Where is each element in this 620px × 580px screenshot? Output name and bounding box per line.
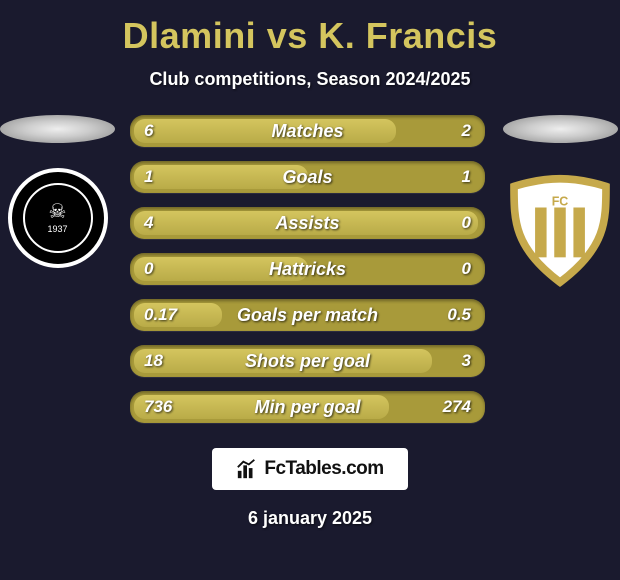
stat-label: Hattricks [194, 259, 421, 280]
stat-left-value: 4 [144, 213, 194, 233]
stat-right-value: 3 [421, 351, 471, 371]
stat-row: 1Goals1 [130, 161, 485, 193]
right-column: FC [500, 115, 620, 288]
stat-row: 6Matches2 [130, 115, 485, 147]
stat-left-value: 6 [144, 121, 194, 141]
stat-right-value: 0.5 [421, 305, 471, 325]
stat-row: 18Shots per goal3 [130, 345, 485, 377]
stat-row: 0Hattricks0 [130, 253, 485, 285]
svg-text:FC: FC [552, 195, 569, 209]
player-silhouette-left [0, 115, 115, 143]
footer-date: 6 january 2025 [248, 508, 372, 529]
stat-label: Matches [194, 121, 421, 142]
stat-left-value: 18 [144, 351, 194, 371]
shield-icon: FC [500, 173, 620, 288]
left-club-badge: ☠ 1937 [8, 168, 108, 268]
brand-box[interactable]: FcTables.com [212, 448, 407, 490]
stat-right-value: 0 [421, 213, 471, 233]
brand-label: FcTables.com [264, 458, 383, 480]
stat-row: 736Min per goal274 [130, 391, 485, 423]
bar-chart-icon [236, 458, 258, 480]
player-silhouette-right [503, 115, 618, 143]
page-title: Dlamini vs K. Francis [123, 15, 498, 57]
stat-label: Assists [194, 213, 421, 234]
player-right-name: K. Francis [318, 15, 497, 56]
stat-left-value: 1 [144, 167, 194, 187]
left-club-badge-inner: ☠ 1937 [23, 183, 93, 253]
subtitle: Club competitions, Season 2024/2025 [149, 69, 470, 90]
stat-right-value: 0 [421, 259, 471, 279]
left-column: ☠ 1937 [0, 115, 115, 268]
stats-column: 6Matches21Goals14Assists00Hattricks00.17… [130, 115, 485, 423]
main-row: ☠ 1937 6Matches21Goals14Assists00Hattric… [0, 115, 620, 423]
stat-label: Goals [194, 167, 421, 188]
vs-label: vs [267, 15, 308, 56]
stat-row: 0.17Goals per match0.5 [130, 299, 485, 331]
stat-row: 4Assists0 [130, 207, 485, 239]
stat-left-value: 736 [144, 397, 194, 417]
stat-left-value: 0.17 [144, 305, 194, 325]
player-left-name: Dlamini [123, 15, 257, 56]
stat-left-value: 0 [144, 259, 194, 279]
stat-label: Min per goal [194, 397, 421, 418]
stat-right-value: 1 [421, 167, 471, 187]
skull-crossbones-icon: ☠ [49, 202, 67, 222]
stat-right-value: 274 [421, 397, 471, 417]
left-club-year: 1937 [47, 224, 67, 234]
stat-label: Goals per match [194, 305, 421, 326]
stat-right-value: 2 [421, 121, 471, 141]
comparison-card: Dlamini vs K. Francis Club competitions,… [0, 0, 620, 580]
right-club-badge: FC [500, 173, 620, 288]
stat-label: Shots per goal [194, 351, 421, 372]
